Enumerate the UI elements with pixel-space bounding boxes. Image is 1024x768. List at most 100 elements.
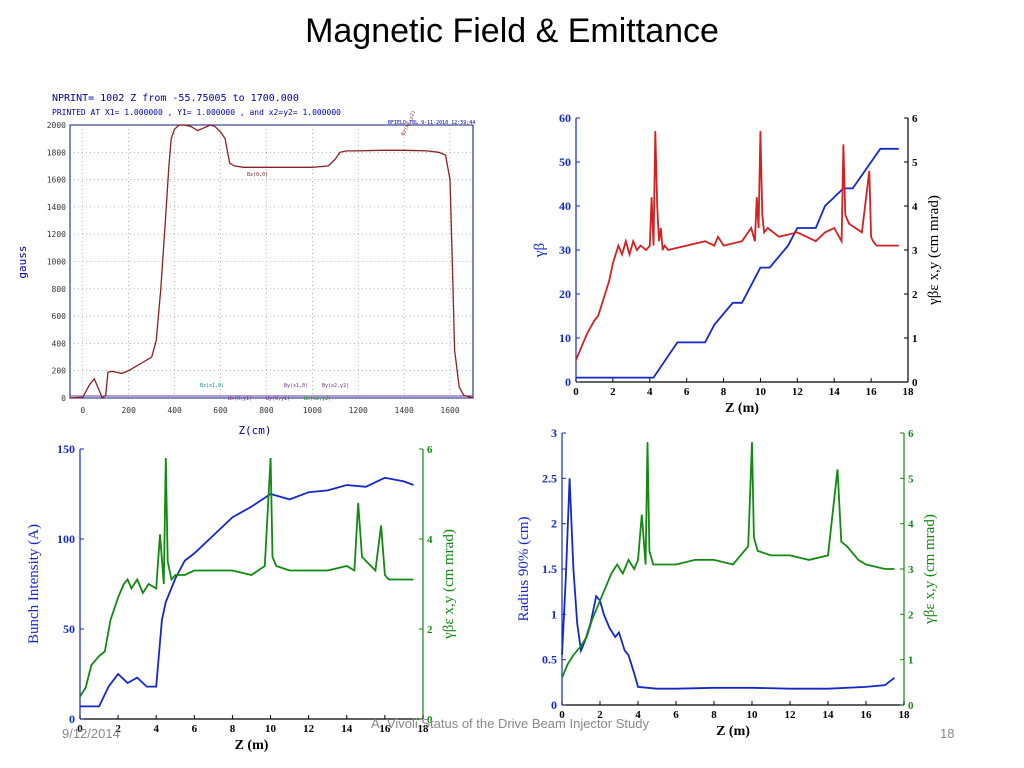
left-tick-label: 150	[57, 442, 75, 456]
x-tick-label: 6	[684, 386, 690, 398]
x-axis-label: Z (m)	[725, 401, 759, 416]
left-tick-label: 2.5	[542, 471, 557, 485]
right-tick-label: 3	[912, 245, 918, 257]
x-tick-label: 1600	[440, 406, 459, 415]
x-tick-label: 14	[823, 709, 835, 721]
x-tick-label: 18	[418, 723, 430, 735]
x-tick-label: 0	[80, 406, 85, 415]
left-tick-label: 30	[559, 243, 571, 257]
y-tick-label: 1200	[47, 230, 66, 239]
field-annotation: Bx(x2,y2)	[304, 396, 331, 402]
x-tick-label: 4	[647, 386, 653, 398]
chart-header-file: BFIELD.TBL 9-11-2010 12:59:44	[388, 120, 475, 126]
right-tick-label: 0	[912, 377, 918, 389]
x-tick-label: 16	[379, 723, 391, 735]
right-tick-label: 5	[912, 157, 918, 169]
x-tick-label: 800	[259, 406, 274, 415]
right-tick-label: 2	[908, 609, 914, 621]
left-tick-label: 50	[63, 622, 75, 636]
x-tick-label: 1400	[395, 406, 414, 415]
y-tick-label: 2000	[47, 121, 66, 130]
right-tick-label: 1	[912, 333, 918, 345]
right-tick-label: 2	[427, 624, 433, 636]
field-annotation: Bx(0,y1)	[228, 396, 252, 402]
right-tick-label: 3	[908, 564, 914, 576]
page-number: 18	[940, 726, 955, 741]
x-tick-label: 6	[673, 709, 679, 721]
x-tick-label: 8	[721, 386, 727, 398]
left-tick-label: 10	[559, 331, 571, 345]
right-tick-label: 6	[908, 428, 914, 440]
right-tick-label: 6	[427, 444, 433, 456]
left-tick-label: 2	[551, 517, 557, 531]
left-tick-label: 0.5	[542, 653, 557, 667]
x-tick-label: 0	[559, 709, 565, 721]
left-tick-label: 60	[559, 111, 571, 125]
series-line-blue	[576, 147, 899, 379]
x-tick-label: 4	[153, 723, 159, 735]
right-tick-label: 4	[427, 534, 433, 546]
x-tick-label: 8	[711, 709, 717, 721]
left-axis-label: Bunch Intensity (A)	[26, 524, 42, 644]
right-tick-label: 1	[908, 655, 914, 667]
x-axis-label: Z (m)	[235, 738, 269, 753]
series-line-green	[561, 442, 895, 679]
field-annotation: By(0,y1)	[266, 396, 290, 402]
left-axis-label: γβ	[532, 243, 548, 258]
x-tick-label: 18	[903, 386, 915, 398]
y-tick-label: 400	[52, 339, 67, 348]
bz-field-line	[69, 124, 474, 400]
x-tick-label: 0	[573, 386, 579, 398]
right-tick-label: 0	[427, 714, 433, 726]
x-tick-label: 200	[121, 406, 136, 415]
right-tick-label: 6	[912, 113, 918, 125]
right-tick-label: 4	[912, 201, 918, 213]
left-axis-label: Radius 90% (cm)	[516, 517, 532, 622]
series-line-green	[79, 457, 414, 697]
x-axis-label: Z (m)	[716, 724, 750, 739]
right-axis-label: γβε x,y (cm mrad)	[926, 195, 942, 306]
left-tick-label: 0	[565, 375, 571, 389]
x-tick-label: 14	[341, 723, 353, 735]
footer-date: 9/12/2014	[62, 726, 120, 741]
y-tick-label: 1800	[47, 148, 66, 157]
left-tick-label: 40	[559, 199, 571, 213]
left-tick-label: 0	[69, 712, 75, 726]
right-tick-label: 2	[912, 289, 918, 301]
x-tick-label: 400	[167, 406, 182, 415]
x-tick-label: 2	[610, 386, 616, 398]
right-axis-label: γβε x,y (cm mrad)	[922, 514, 938, 625]
y-tick-label: 0	[61, 394, 66, 403]
y-axis-label: gauss	[16, 245, 29, 278]
left-tick-label: 50	[559, 155, 571, 169]
y-tick-label: 1600	[47, 176, 66, 185]
chart-header-line1: NPRINT= 1002 Z from -55.75005 to 1700.00…	[52, 93, 299, 104]
right-tick-label: 0	[908, 700, 914, 712]
x-tick-label: 4	[635, 709, 641, 721]
left-tick-label: 20	[559, 287, 571, 301]
left-tick-label: 1	[551, 607, 557, 621]
left-tick-label: 100	[57, 532, 75, 546]
x-tick-label: 0	[77, 723, 83, 735]
x-tick-label: 2	[115, 723, 121, 735]
x-tick-label: 10	[755, 386, 767, 398]
left-tick-label: 0	[551, 698, 557, 712]
left-tick-label: 1.5	[542, 562, 557, 576]
x-tick-label: 12	[785, 709, 797, 721]
x-axis-label: Z(cm)	[238, 424, 271, 437]
x-tick-label: 1200	[349, 406, 368, 415]
field-annotation: Bz(x1,0)	[200, 383, 224, 389]
x-tick-label: 14	[829, 386, 841, 398]
right-tick-label: 5	[908, 473, 914, 485]
y-tick-label: 1400	[47, 203, 66, 212]
chart-header-line2: PRINTED AT X1= 1.000000 , Y1= 1.000000 ,…	[52, 108, 341, 117]
x-tick-label: 600	[213, 406, 228, 415]
field-annotation: By(x2,y2)	[322, 383, 349, 389]
x-tick-label: 16	[861, 709, 873, 721]
x-tick-label: 8	[230, 723, 236, 735]
x-tick-label: 18	[899, 709, 911, 721]
slide-title: Magnetic Field & Emittance	[305, 12, 719, 50]
